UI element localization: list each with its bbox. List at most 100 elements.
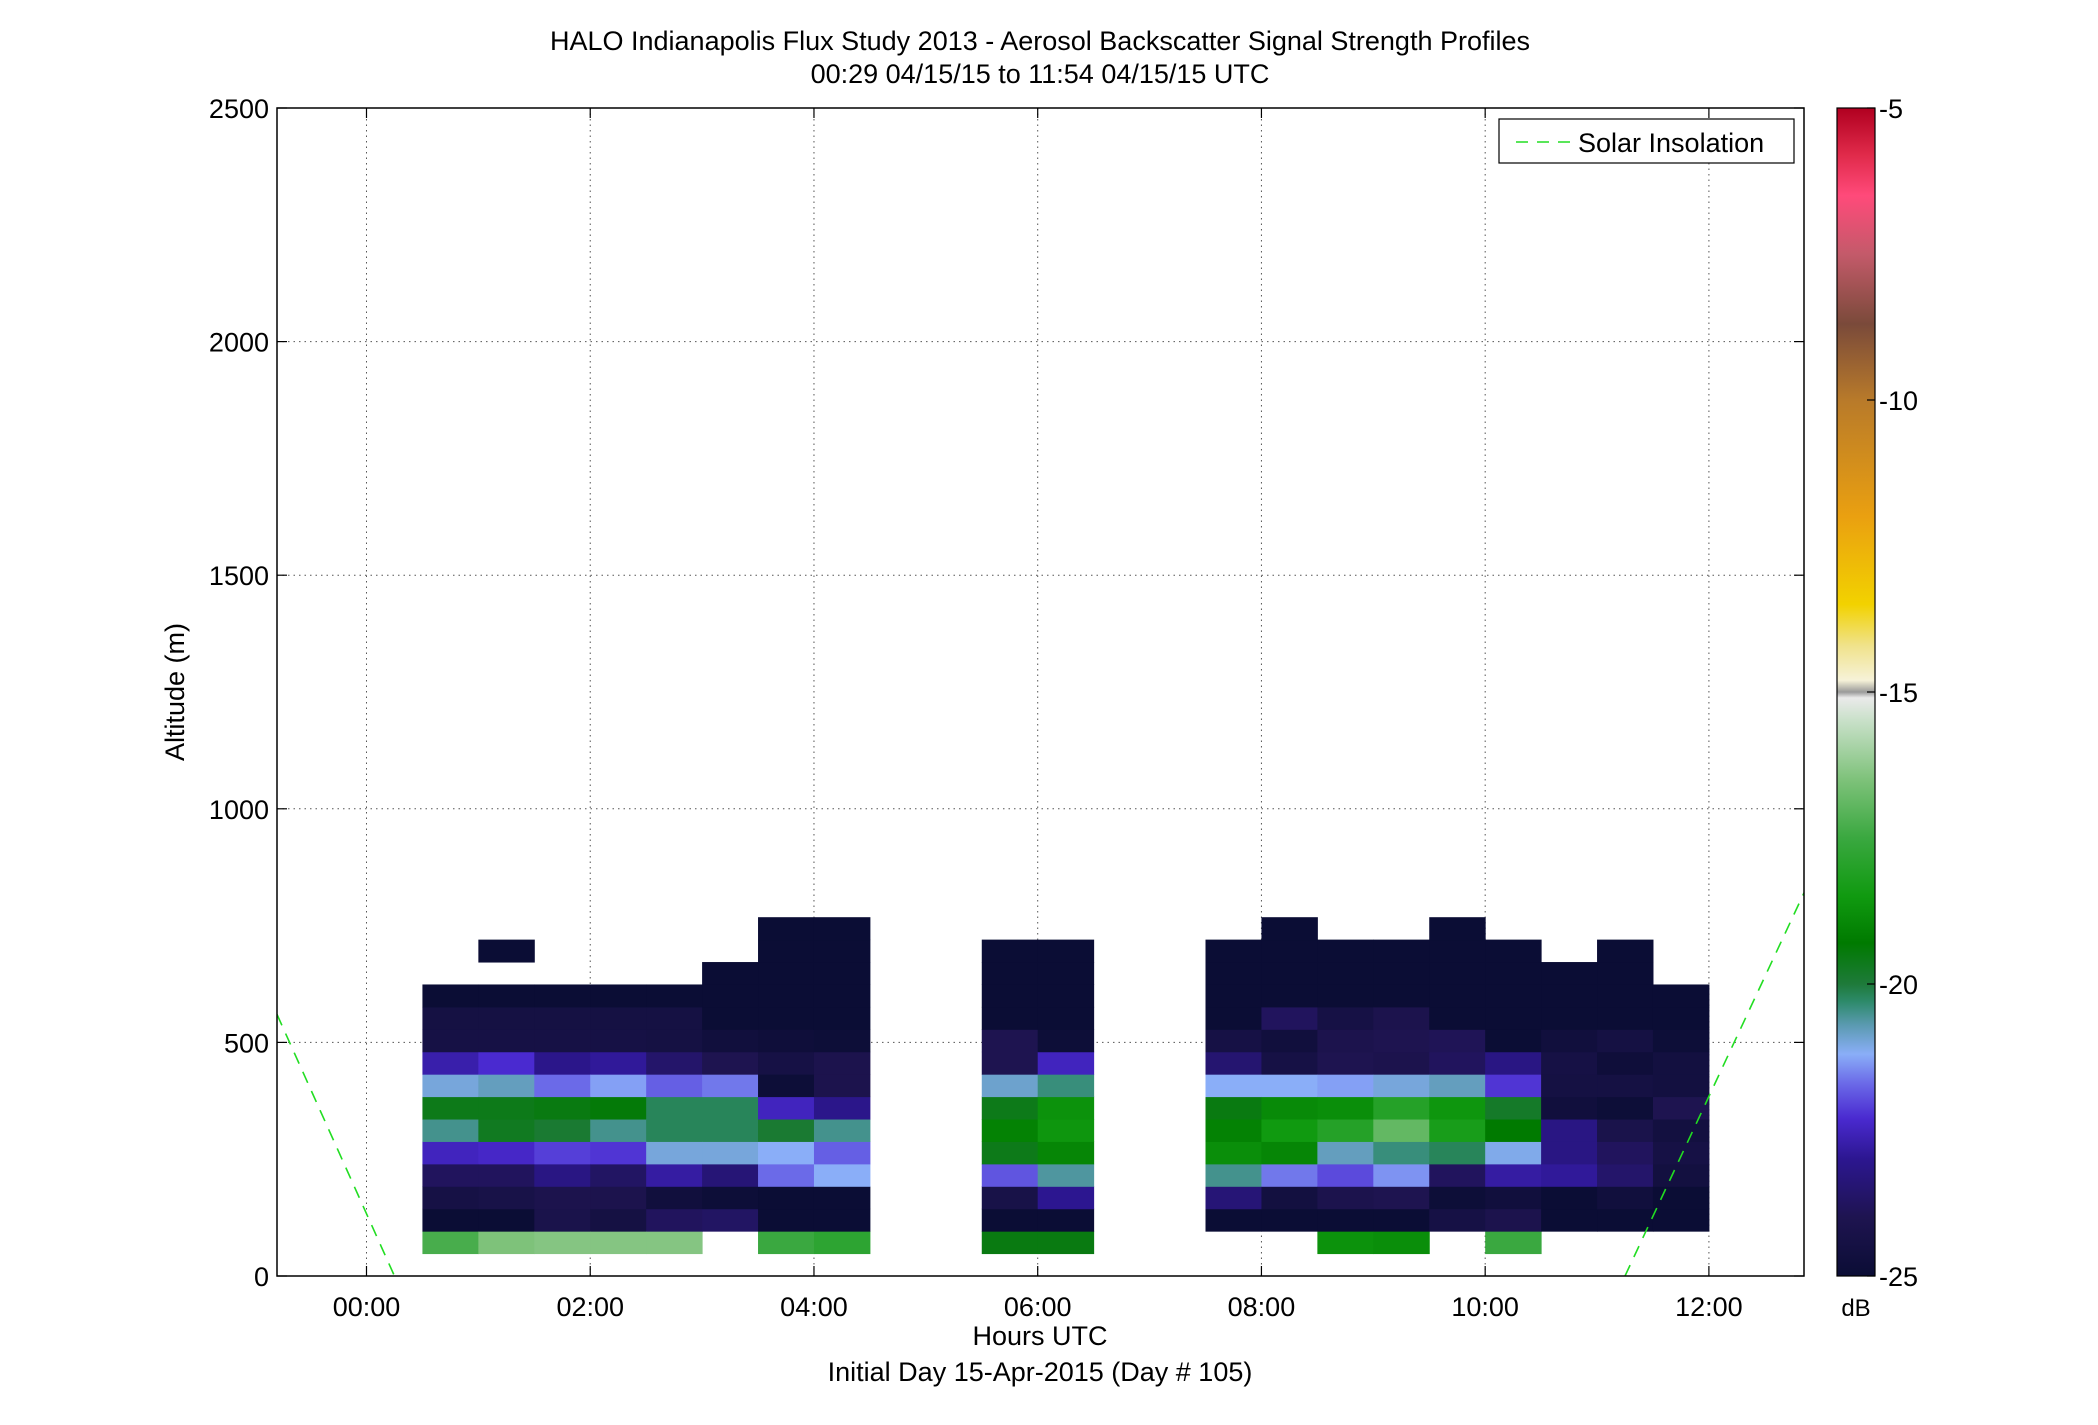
heatmap-cell [1597,962,1654,985]
heatmap-cell [758,1208,815,1232]
chart-title: HALO Indianapolis Flux Study 2013 - Aero… [550,26,1530,56]
heatmap-cell [981,1163,1039,1187]
heatmap-cell [478,1163,535,1187]
heatmap-cell [1373,1096,1430,1120]
heatmap-cell [813,939,871,963]
heatmap-cell [590,1006,647,1030]
x-tick-label: 04:00 [780,1292,848,1322]
heatmap-cell [1261,1141,1318,1165]
y-tick-label: 2500 [209,94,269,124]
x-tick-label: 12:00 [1675,1292,1743,1322]
heatmap-cell [1485,1074,1542,1098]
y-axis-label: Altitude (m) [160,623,190,761]
heatmap-cell [534,1208,591,1232]
heatmap-cell [1373,1074,1430,1098]
heatmap-cell [478,1074,535,1098]
heatmap-cell [702,1096,759,1120]
y-tick-label: 500 [224,1028,269,1058]
heatmap-cell [478,1186,535,1210]
heatmap-cell [1317,1163,1374,1187]
heatmap-cell [1317,1231,1374,1255]
heatmap-cell [646,1006,703,1030]
heatmap-cell [1205,962,1262,985]
heatmap-cell [813,1119,871,1142]
heatmap-cell [1429,1051,1486,1075]
heatmap-cell [534,1051,591,1075]
legend-label-solar-insolation: Solar Insolation [1578,128,1764,158]
legend-box [1498,118,1795,164]
x-tick-label: 00:00 [333,1292,401,1322]
y-tick-label: 2000 [209,328,269,358]
heatmap-cell [1485,1006,1542,1030]
heatmap-cell [1037,1029,1095,1053]
heatmap-cell [1037,1006,1095,1030]
heatmap-cell [1597,1186,1654,1210]
heatmap-cell [1541,1186,1598,1210]
heatmap-cell [1429,1074,1486,1098]
solar-insolation-lines [277,892,1804,1276]
heatmap-cell [1037,1186,1095,1210]
heatmap-cell [758,1119,815,1142]
heatmap-cell [1205,1074,1262,1098]
heatmap-cell [478,1141,535,1165]
heatmap-cell [1541,1029,1598,1053]
heatmap-cell [1485,1096,1542,1120]
heatmap-cell [702,984,759,1008]
heatmap-cell [1205,939,1262,963]
heatmap-cell [1429,1208,1486,1232]
heatmap-cell [1205,1119,1262,1142]
heatmap-cell [1373,984,1430,1008]
colorbar-unit: dB [1841,1295,1870,1322]
heatmap-cell [646,1119,703,1142]
heatmap-cell [1597,984,1654,1008]
heatmap-cell [1597,1074,1654,1098]
heatmap-cell [1037,1163,1095,1187]
heatmap-cell [981,1051,1039,1075]
heatmap-cell [422,1029,479,1053]
heatmap-cell [1485,1231,1542,1255]
heatmap-cell [646,1208,703,1232]
heatmap-cell [1652,1208,1710,1232]
heatmap-cell [1261,1006,1318,1030]
heatmap-cell [422,1074,479,1098]
heatmap-cell [813,962,871,985]
heatmap-cell [1597,1141,1654,1165]
heatmap-cell [1652,1163,1710,1187]
heatmap-cell [646,1231,703,1255]
heatmap-cell [534,1231,591,1255]
heatmap-cell [813,1029,871,1053]
heatmap-cell [813,1006,871,1030]
heatmap-cell [1261,1208,1318,1232]
heatmap-cell [534,1029,591,1053]
heatmap-cell [1037,1096,1095,1120]
heatmap-cell [646,1141,703,1165]
heatmap-cell [702,1208,759,1232]
heatmap-cell [590,1096,647,1120]
heatmap-cell [646,1163,703,1187]
heatmap-cell [758,1051,815,1075]
y-tick-label: 1000 [209,795,269,825]
heatmap-cell [1205,1051,1262,1075]
heatmap-cell [813,1096,871,1120]
heatmap-cell [1597,1006,1654,1030]
y-tick-labels: 0 500 1000 1500 2000 2500 [209,94,269,1292]
heatmap-cell [1485,1051,1542,1075]
heatmap-cell [1261,939,1318,963]
heatmap-cell [1429,1096,1486,1120]
colorbar-tick-label: -5 [1879,94,1903,124]
heatmap-cell [1205,1208,1262,1232]
colorbar-tick-label: -25 [1879,1262,1918,1292]
heatmap-cell [1541,1051,1598,1075]
heatmap-cell [1261,1096,1318,1120]
heatmap-cell [758,962,815,985]
heatmap-cell [478,939,535,963]
heatmap-cell [1317,962,1374,985]
colorbar: -5 -10 -15 -20 -25 dB [1836,94,1918,1322]
heatmap-cell [1317,1119,1374,1142]
heatmap-cell [422,1208,479,1232]
heatmap-cell [758,1074,815,1098]
heatmap-cell [1373,939,1430,963]
heatmap-cell [590,1208,647,1232]
heatmap-cell [646,1029,703,1053]
